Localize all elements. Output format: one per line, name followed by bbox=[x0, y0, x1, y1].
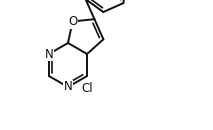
Text: N: N bbox=[64, 80, 72, 93]
Text: Cl: Cl bbox=[81, 82, 93, 95]
Text: N: N bbox=[45, 47, 53, 60]
Text: O: O bbox=[68, 15, 77, 28]
